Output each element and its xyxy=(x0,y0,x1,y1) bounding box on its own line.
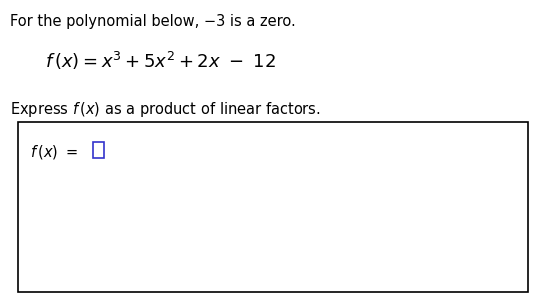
FancyBboxPatch shape xyxy=(18,122,528,292)
Text: $f\,(x)\ =\ $: $f\,(x)\ =\ $ xyxy=(30,143,78,161)
Text: $f\,(x) = x^3 + 5x^2 + 2x\ -\ 12$: $f\,(x) = x^3 + 5x^2 + 2x\ -\ 12$ xyxy=(45,50,276,72)
Text: For the polynomial below, −3 is a zero.: For the polynomial below, −3 is a zero. xyxy=(10,14,296,29)
FancyBboxPatch shape xyxy=(93,142,104,158)
Text: Express $f\,(x)$ as a product of linear factors.: Express $f\,(x)$ as a product of linear … xyxy=(10,100,321,119)
